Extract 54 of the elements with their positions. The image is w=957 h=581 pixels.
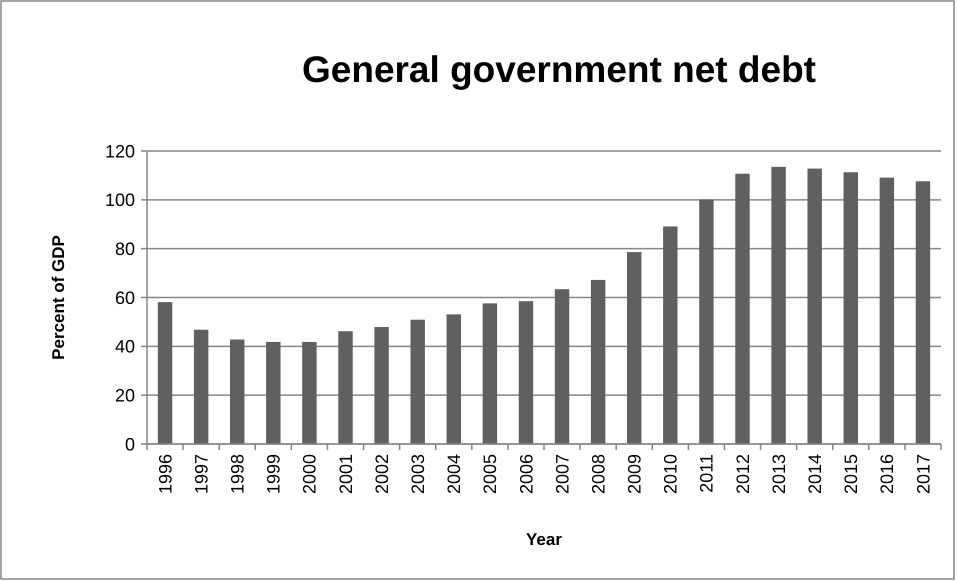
y-tick-label: 120 <box>104 141 135 162</box>
bar <box>266 342 281 444</box>
x-tick-label: 2012 <box>732 454 753 494</box>
x-tick-label: 1999 <box>264 454 284 494</box>
x-tick-label: 2006 <box>516 454 536 494</box>
y-tick-label: 60 <box>114 288 135 308</box>
bar <box>916 181 930 444</box>
x-tick-label: 2004 <box>444 454 464 494</box>
y-tick-label: 80 <box>114 238 135 259</box>
y-tick-label: 40 <box>114 336 135 357</box>
x-tick-label: 1996 <box>155 454 176 494</box>
bar <box>771 166 786 444</box>
bar <box>735 174 750 444</box>
chart-title: General government net debt <box>302 49 816 90</box>
bar <box>880 178 894 444</box>
y-tick-label: 100 <box>104 190 135 210</box>
x-tick-label: 2003 <box>408 454 428 494</box>
bar <box>194 330 208 444</box>
y-tick-label: 20 <box>114 385 135 406</box>
x-tick-label: 2002 <box>372 454 392 494</box>
x-tick-label: 2011 <box>696 454 717 493</box>
bar <box>590 280 606 444</box>
bar <box>302 342 317 444</box>
bar <box>627 252 642 444</box>
y-axis-title: Percent of GDP <box>49 235 68 360</box>
x-tick-label: 2014 <box>804 454 825 494</box>
bar <box>807 168 822 444</box>
bar <box>554 289 570 444</box>
x-tick-label: 2010 <box>660 454 681 494</box>
x-tick-label: 2007 <box>552 454 572 494</box>
bar <box>410 320 425 444</box>
bar <box>338 331 353 444</box>
x-tick-label: 1997 <box>191 454 212 494</box>
x-tick-label: 2017 <box>913 454 934 494</box>
bar <box>230 339 244 444</box>
x-tick-label: 2001 <box>336 454 356 494</box>
bar <box>446 314 461 444</box>
bar <box>482 303 498 444</box>
x-tick-label: 2013 <box>768 454 789 494</box>
bar <box>518 301 534 444</box>
bar <box>663 226 678 444</box>
x-tick-label: 1998 <box>228 454 248 494</box>
x-axis-title: Year <box>526 530 562 549</box>
y-tick-label: 0 <box>124 434 135 454</box>
x-tick-label: 2000 <box>300 454 320 494</box>
x-tick-label: 2016 <box>877 454 898 494</box>
bar <box>374 327 389 444</box>
x-tick-label: 2009 <box>624 454 645 494</box>
bar <box>844 172 858 444</box>
x-tick-label: 2005 <box>480 454 500 494</box>
x-tick-label: 2008 <box>588 454 608 494</box>
x-tick-label: 2015 <box>841 454 862 494</box>
bar <box>158 302 172 444</box>
bar <box>699 200 714 444</box>
